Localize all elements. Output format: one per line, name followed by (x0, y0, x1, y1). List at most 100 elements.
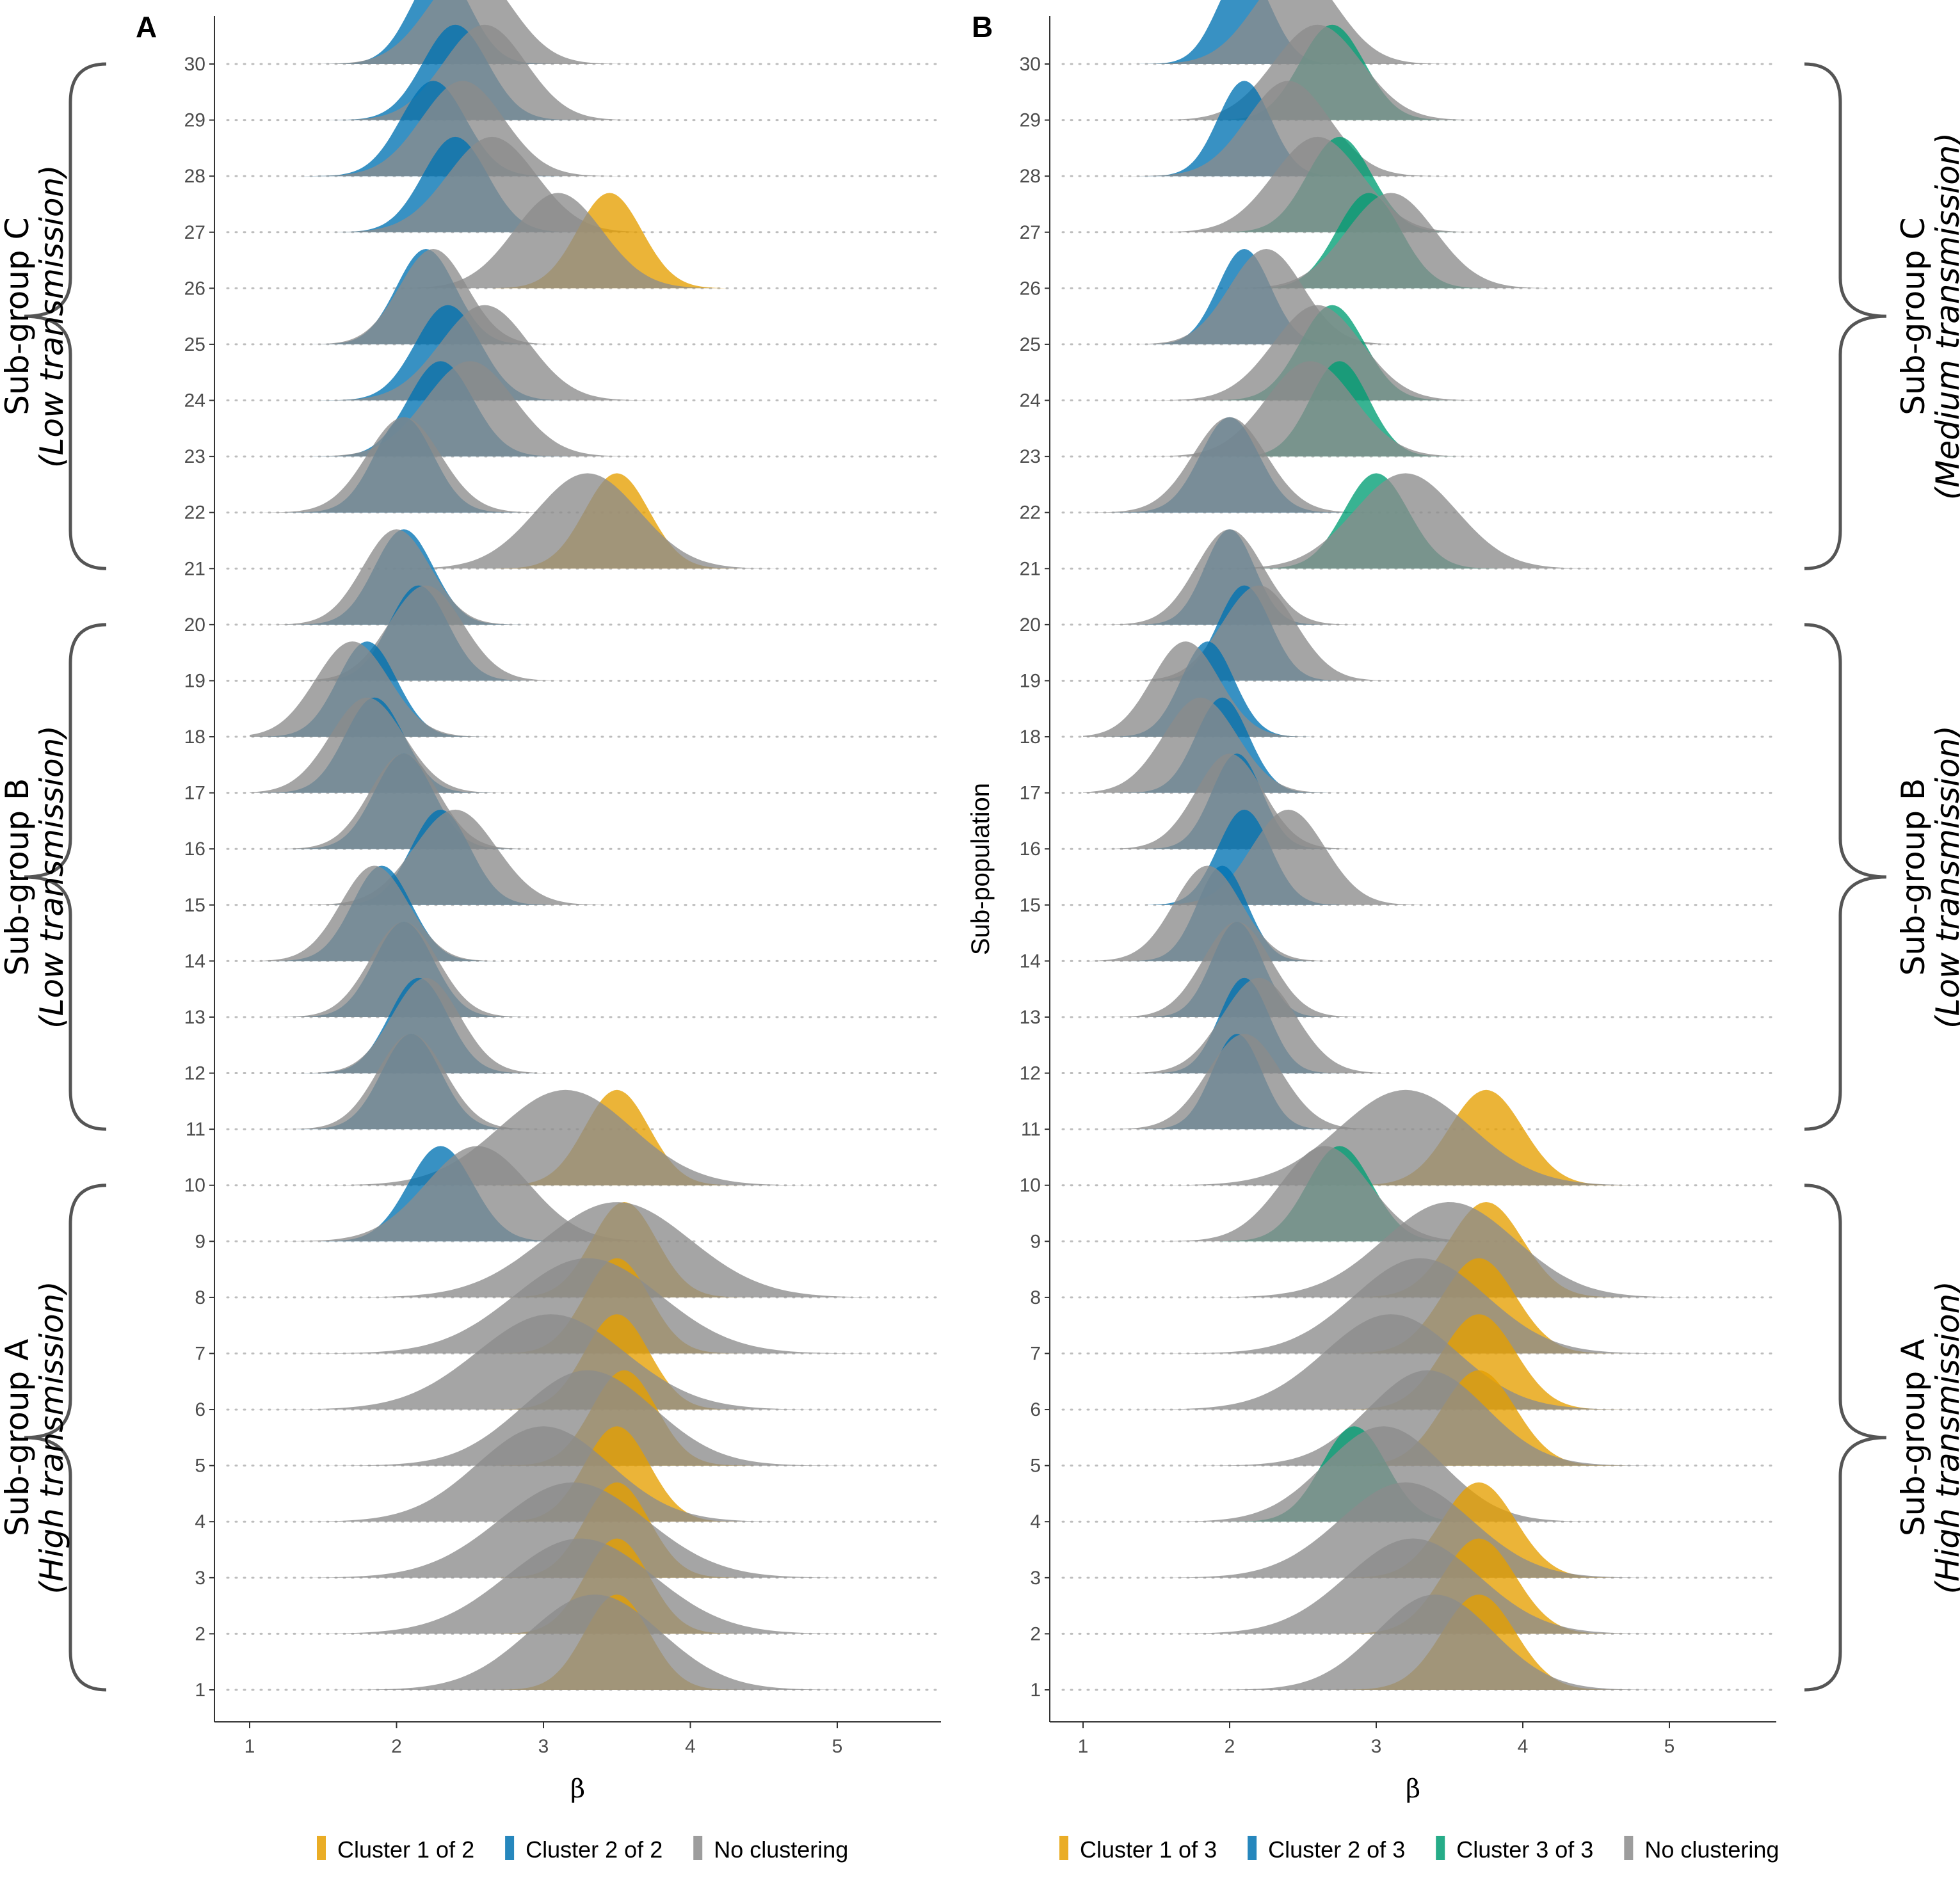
y-tick-label: 24 (1020, 390, 1041, 412)
group-brace (24, 623, 107, 1131)
y-tick-label: 1 (195, 1680, 205, 1701)
y-tick-label: 30 (184, 54, 205, 75)
ridge-no-clustering (382, 193, 735, 289)
y-tick-label: 1 (1030, 1680, 1041, 1701)
ridge-no-clustering (1156, 1258, 1684, 1354)
x-axis-title: β (1406, 1774, 1420, 1804)
y-tick-label: 22 (184, 502, 205, 524)
group-name: Sub-group C (0, 218, 36, 415)
x-tick-label: 2 (1225, 1736, 1235, 1757)
y-tick-label: 15 (184, 895, 205, 916)
ridge-no-clustering (382, 473, 794, 569)
y-tick-label: 20 (184, 614, 205, 636)
ridge-no-clustering (1083, 865, 1343, 961)
group-name: Sub-group B (1895, 778, 1932, 976)
y-tick-label: 14 (1020, 951, 1041, 972)
ridge-no-clustering (1141, 809, 1435, 905)
y-tick-label: 27 (1020, 222, 1041, 243)
ridge-no-clustering (293, 1258, 867, 1354)
ridge-no-clustering (271, 1146, 683, 1242)
y-tick-label: 23 (184, 446, 205, 467)
ridge-no-clustering (1124, 81, 1453, 177)
group-name: Sub-group B (0, 778, 36, 976)
ridge-no-clustering (1083, 417, 1376, 513)
ridge-no-clustering (293, 361, 647, 457)
ridge-no-clustering (1200, 1594, 1669, 1690)
group-label: Sub-group C(Low transmission) (0, 165, 70, 468)
ridge-no-clustering (298, 249, 568, 344)
ridge-no-clustering (250, 697, 515, 793)
group-label: Sub-group A(High transmission) (0, 1281, 70, 1594)
y-axis-title: Sub-population (967, 783, 995, 955)
legend-label: Cluster 3 of 3 (1456, 1836, 1593, 1863)
ridge-no-clustering (286, 1538, 867, 1634)
group-description: (Medium transmission) (1929, 132, 1960, 500)
legend-label: Cluster 2 of 2 (526, 1836, 663, 1863)
y-tick-label: 6 (195, 1399, 205, 1420)
ridge-cluster-1 (1339, 1089, 1633, 1185)
ridge-no-clustering (298, 81, 627, 177)
y-tick-label: 17 (184, 783, 205, 804)
ridge-no-clustering (257, 1314, 845, 1410)
y-tick-label: 7 (1030, 1343, 1041, 1364)
y-tick-label: 2 (1030, 1623, 1041, 1644)
group-brace (24, 62, 107, 570)
x-tick-label: 5 (832, 1736, 843, 1757)
y-tick-label: 4 (1030, 1511, 1041, 1532)
y-tick-label: 11 (1021, 1119, 1041, 1140)
group-label: Sub-group C(Medium transmission) (1895, 132, 1960, 500)
ridge-no-clustering (1083, 697, 1347, 793)
group-label: Sub-group A(High transmission) (1895, 1281, 1960, 1594)
y-tick-label: 27 (184, 222, 205, 243)
x-tick-label: 4 (685, 1736, 696, 1757)
y-tick-label: 19 (184, 670, 205, 691)
legend-swatch (505, 1836, 515, 1860)
y-tick-label: 13 (1020, 1007, 1041, 1028)
legend-label: Cluster 1 of 2 (337, 1836, 474, 1863)
ridge-no-clustering (1149, 1146, 1501, 1242)
y-tick-label: 28 (184, 166, 205, 187)
y-tick-label: 28 (1020, 166, 1041, 187)
ridge-no-clustering (268, 922, 540, 1017)
y-tick-label: 12 (184, 1063, 205, 1084)
ridge-no-clustering (1200, 473, 1611, 569)
group-brace (1804, 62, 1887, 570)
y-tick-label: 24 (184, 390, 205, 412)
y-tick-label: 29 (1020, 110, 1041, 131)
group-brace (1804, 623, 1887, 1131)
ridge-no-clustering (1215, 193, 1567, 289)
ridge-no-clustering (1141, 24, 1494, 120)
y-tick-label: 26 (1020, 278, 1041, 299)
ridge-no-clustering (250, 865, 510, 961)
group-description: (High transmission) (33, 1281, 70, 1594)
ridge-no-clustering (1141, 1089, 1669, 1185)
ridge-no-clustering (276, 1034, 547, 1130)
y-tick-label: 10 (184, 1175, 205, 1196)
y-tick-label: 4 (195, 1511, 205, 1532)
legend: Cluster 1 of 2 Cluster 2 of 2 No clusterin… (317, 1836, 848, 1863)
x-tick-label: 1 (245, 1736, 255, 1757)
y-tick-label: 9 (1030, 1231, 1041, 1252)
y-tick-label: 16 (184, 839, 205, 860)
y-tick-label: 8 (1030, 1287, 1041, 1308)
panel-b: 1234567891011121314151617181920212223242… (967, 0, 1960, 1863)
legend-label: No clustering (714, 1836, 848, 1863)
group-description: (Low transmission) (33, 725, 70, 1029)
ridge-no-clustering (268, 753, 540, 849)
y-tick-label: 8 (195, 1287, 205, 1308)
ridge-no-clustering (1112, 977, 1406, 1073)
x-tick-label: 1 (1078, 1736, 1089, 1757)
y-tick-label: 21 (1020, 558, 1041, 579)
y-tick-label: 18 (184, 727, 205, 748)
ridge-no-clustering (1083, 641, 1321, 737)
legend-label: Cluster 1 of 3 (1080, 1836, 1217, 1863)
ridge-no-clustering (320, 24, 650, 120)
ridge-no-clustering (1134, 361, 1486, 457)
x-tick-label: 5 (1664, 1736, 1675, 1757)
ridge-no-clustering (308, 305, 661, 401)
ridge-no-clustering (1149, 1426, 1618, 1522)
group-label: Sub-group B(Low transmission) (1895, 725, 1960, 1029)
ridge-no-clustering (1095, 529, 1365, 625)
legend-swatch (1436, 1836, 1445, 1860)
